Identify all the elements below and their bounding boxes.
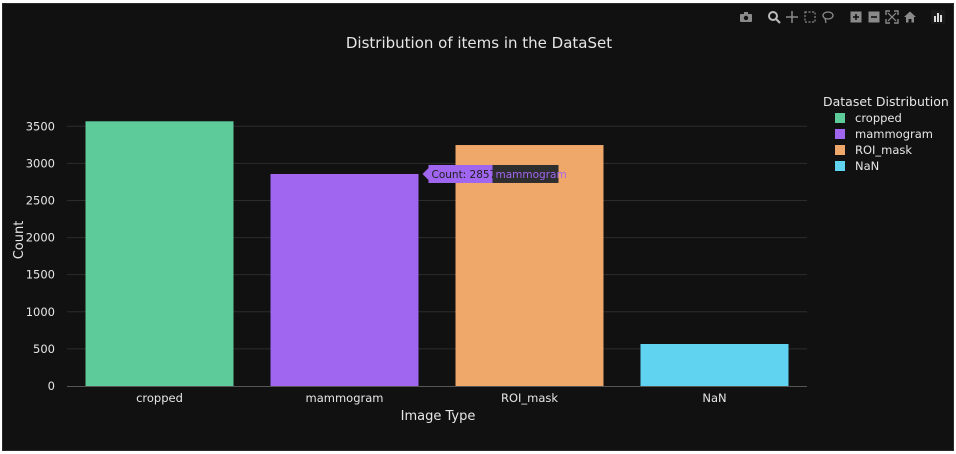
y-tick-label: 1500 bbox=[26, 268, 55, 282]
y-tick-label: 0 bbox=[48, 379, 55, 393]
bar-mammogram[interactable] bbox=[270, 173, 419, 386]
y-tick-label: 500 bbox=[33, 342, 55, 356]
zoom-out-icon[interactable] bbox=[867, 10, 881, 24]
legend-label: mammogram bbox=[855, 127, 933, 141]
bars bbox=[85, 121, 789, 387]
x-tick-label: ROI_mask bbox=[501, 391, 558, 405]
legend-item-roi-mask[interactable]: ROI_mask bbox=[835, 143, 912, 157]
lasso-icon[interactable] bbox=[821, 10, 835, 24]
hover-tooltip: Count: 2857 mammogram bbox=[422, 164, 567, 183]
camera-icon[interactable] bbox=[739, 10, 753, 24]
legend-swatch bbox=[835, 113, 845, 123]
legend-swatch bbox=[835, 145, 845, 155]
y-tick-label: 2500 bbox=[26, 193, 55, 207]
autoscale-icon[interactable] bbox=[885, 10, 899, 24]
bar-chart: 0 500 1000 1500 2000 2500 3000 3500 cropped mammo… bbox=[12, 34, 949, 424]
y-tick-label: 3500 bbox=[26, 119, 55, 133]
x-axis-title: Image Type bbox=[401, 409, 476, 424]
hover-value: Count: 2857 bbox=[432, 169, 497, 181]
y-tick-label: 1000 bbox=[26, 305, 55, 319]
legend-swatch bbox=[835, 161, 845, 171]
home-icon[interactable] bbox=[903, 10, 917, 24]
legend-title: Dataset Distribution bbox=[823, 94, 949, 109]
y-axis-title: Count bbox=[12, 221, 27, 260]
hover-name-box bbox=[492, 164, 559, 183]
zoom-icon[interactable] bbox=[767, 10, 781, 24]
chart-title: Distribution of items in the DataSet bbox=[346, 34, 612, 52]
legend-swatch bbox=[835, 129, 845, 139]
hover-pointer bbox=[422, 167, 429, 180]
legend-item-nan[interactable]: NaN bbox=[835, 159, 879, 173]
chart-frame: 0 500 1000 1500 2000 2500 3000 3500 cropped mammo… bbox=[2, 3, 954, 451]
plotly-logo-icon[interactable] bbox=[931, 10, 945, 24]
hover-box bbox=[428, 164, 493, 183]
legend: Dataset Distribution cropped mammogram ROI… bbox=[823, 94, 949, 173]
bar-cropped[interactable] bbox=[85, 121, 234, 387]
x-tick-label: mammogram bbox=[306, 391, 384, 405]
axes: 0 500 1000 1500 2000 2500 3000 3500 cropped mammo… bbox=[26, 119, 807, 405]
zoom-in-icon[interactable] bbox=[849, 10, 863, 24]
y-tick-label: 3000 bbox=[26, 156, 55, 170]
hover-name: mammogram bbox=[496, 169, 567, 181]
x-tick-label: cropped bbox=[136, 391, 183, 405]
bar-roi-mask[interactable] bbox=[455, 145, 604, 386]
x-tick-label: NaN bbox=[702, 391, 726, 405]
legend-item-cropped[interactable]: cropped bbox=[835, 111, 902, 125]
y-tick-label: 2000 bbox=[26, 231, 55, 245]
legend-label: NaN bbox=[855, 159, 879, 173]
legend-label: cropped bbox=[855, 111, 902, 125]
pan-icon[interactable] bbox=[785, 10, 799, 24]
bar-nan[interactable] bbox=[640, 343, 789, 386]
legend-item-mammogram[interactable]: mammogram bbox=[835, 127, 933, 141]
legend-label: ROI_mask bbox=[855, 143, 912, 157]
modebar bbox=[739, 10, 945, 24]
box-select-icon[interactable] bbox=[803, 10, 817, 24]
